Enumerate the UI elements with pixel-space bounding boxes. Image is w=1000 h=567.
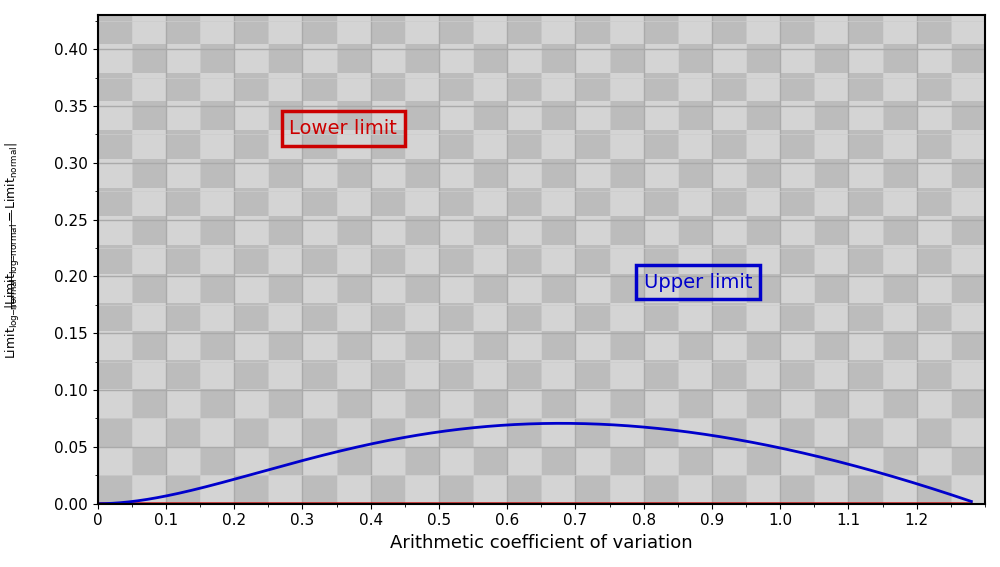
X-axis label: Arithmetic coefficient of variation: Arithmetic coefficient of variation [390,534,693,552]
Text: ─────────────────: ───────────────── [8,209,18,310]
Text: Upper limit: Upper limit [644,273,753,291]
Text: $\mathrm{Limit_{log\!\!-\!\!normal}}$: $\mathrm{Limit_{log\!\!-\!\!normal}}$ [4,277,22,359]
Text: $|\mathrm{Limit_{log\!\!-\!\!normal}} - \mathrm{Limit_{normal}}|$: $|\mathrm{Limit_{log\!\!-\!\!normal}} - … [4,142,22,308]
Text: Lower limit: Lower limit [289,119,397,138]
